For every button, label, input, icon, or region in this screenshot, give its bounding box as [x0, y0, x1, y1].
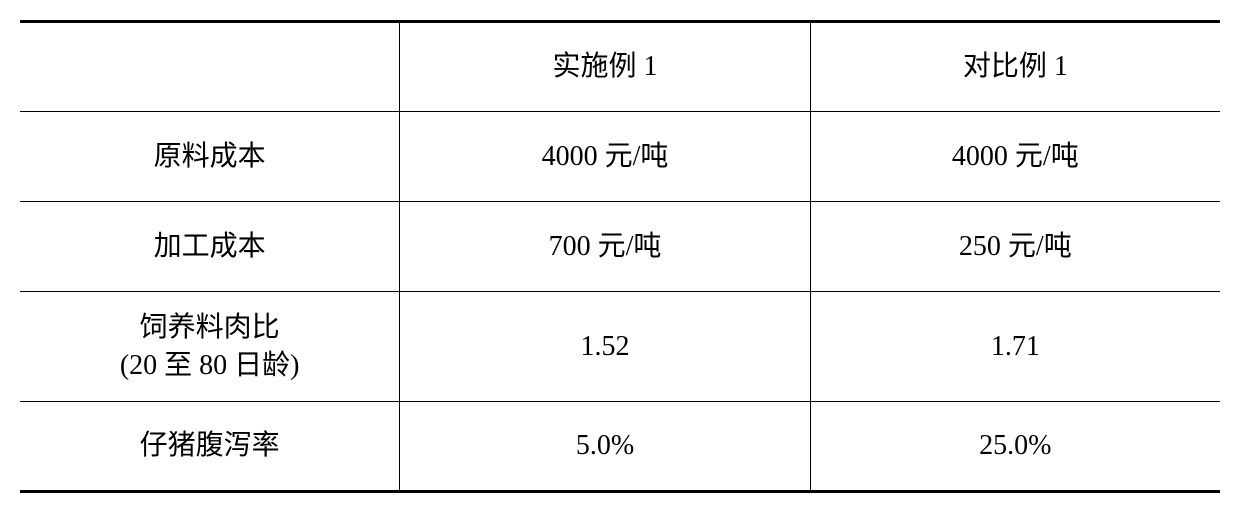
row-c2: 250 元/吨 [810, 202, 1220, 292]
row-label: 加工成本 [20, 202, 400, 292]
row-c1: 5.0% [400, 402, 810, 492]
header-col-1: 实施例 1 [400, 22, 810, 112]
table-row: 饲养料肉比(20 至 80 日龄) 1.52 1.71 [20, 292, 1220, 402]
header-col-2: 对比例 1 [810, 22, 1220, 112]
table-row: 加工成本 700 元/吨 250 元/吨 [20, 202, 1220, 292]
table-row: 原料成本 4000 元/吨 4000 元/吨 [20, 112, 1220, 202]
table-header-row: 实施例 1 对比例 1 [20, 22, 1220, 112]
header-blank [20, 22, 400, 112]
row-c1: 1.52 [400, 292, 810, 402]
row-c2: 1.71 [810, 292, 1220, 402]
comparison-table: 实施例 1 对比例 1 原料成本 4000 元/吨 4000 元/吨 加工成本 … [20, 20, 1220, 493]
row-c2: 25.0% [810, 402, 1220, 492]
row-label: 仔猪腹泻率 [20, 402, 400, 492]
row-c1: 700 元/吨 [400, 202, 810, 292]
row-c2: 4000 元/吨 [810, 112, 1220, 202]
row-label: 原料成本 [20, 112, 400, 202]
table-row: 仔猪腹泻率 5.0% 25.0% [20, 402, 1220, 492]
row-label: 饲养料肉比(20 至 80 日龄) [20, 292, 400, 402]
row-c1: 4000 元/吨 [400, 112, 810, 202]
